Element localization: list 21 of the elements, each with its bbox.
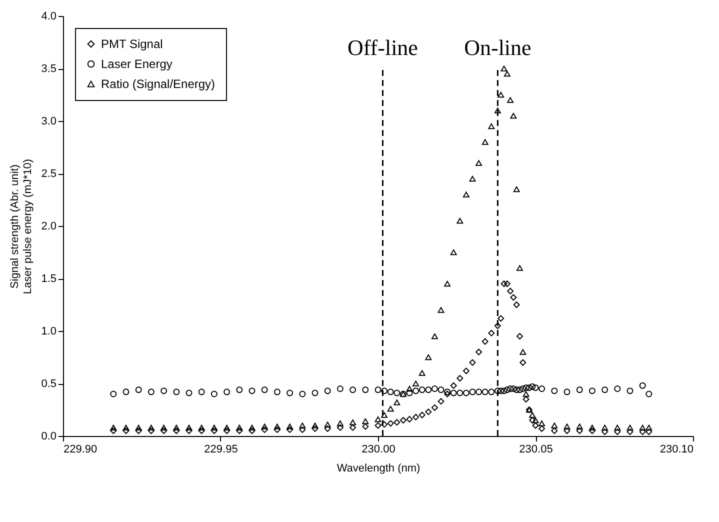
- ref-line-label: Off-line: [347, 35, 418, 60]
- y-tick-label: 0.5: [41, 378, 56, 390]
- x-tick-label: 229.90: [64, 444, 98, 456]
- x-axis-title: Wavelength (nm): [336, 462, 420, 474]
- y-tick-label: 0.0: [41, 430, 56, 442]
- y-tick-label: 3.0: [41, 116, 56, 128]
- x-tick-label: 230.00: [362, 444, 396, 456]
- y-tick-label: 3.5: [41, 63, 56, 75]
- legend-label: PMT Signal: [101, 37, 163, 51]
- y-axis-title: Signal strength (Abr. unit) Laser pulse energy (mJ*10): [9, 158, 34, 294]
- y-tick-label: 4.0: [41, 10, 56, 22]
- y-tick-label: 1.5: [41, 273, 56, 285]
- y-tick-label: 1.0: [41, 326, 56, 338]
- x-tick-label: 230.10: [660, 444, 694, 456]
- y-tick-label: 2.5: [41, 168, 56, 180]
- x-tick-label: 230.05: [519, 444, 553, 456]
- x-tick-label: 229.95: [204, 444, 238, 456]
- legend-label: Laser Energy: [101, 57, 172, 71]
- ref-line-label: On-line: [464, 35, 532, 60]
- y-tick-label: 2.0: [41, 220, 56, 232]
- legend-label: Ratio (Signal/Energy): [101, 77, 216, 91]
